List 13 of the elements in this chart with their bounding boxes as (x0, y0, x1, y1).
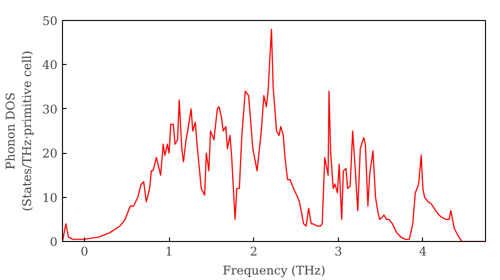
y-tick-label: 30 (42, 102, 58, 116)
x-axis-title: Frequency (THz) (222, 264, 326, 278)
y-tick-label: 40 (42, 58, 58, 72)
y-tick-label: 50 (42, 14, 58, 28)
x-tick-label: 4 (419, 244, 428, 258)
y-tick-label: 0 (50, 235, 58, 249)
y-tick-label: 20 (42, 146, 58, 161)
y-axis-title: Phonon DOS (States/THz·primitive cell) (3, 50, 34, 212)
y-tick-label: 10 (42, 190, 58, 205)
x-tick-label: 3 (334, 244, 342, 258)
x-tick-label: 0 (80, 244, 88, 258)
x-tick-label: 1 (165, 244, 173, 258)
x-tick-label: 2 (250, 244, 258, 258)
